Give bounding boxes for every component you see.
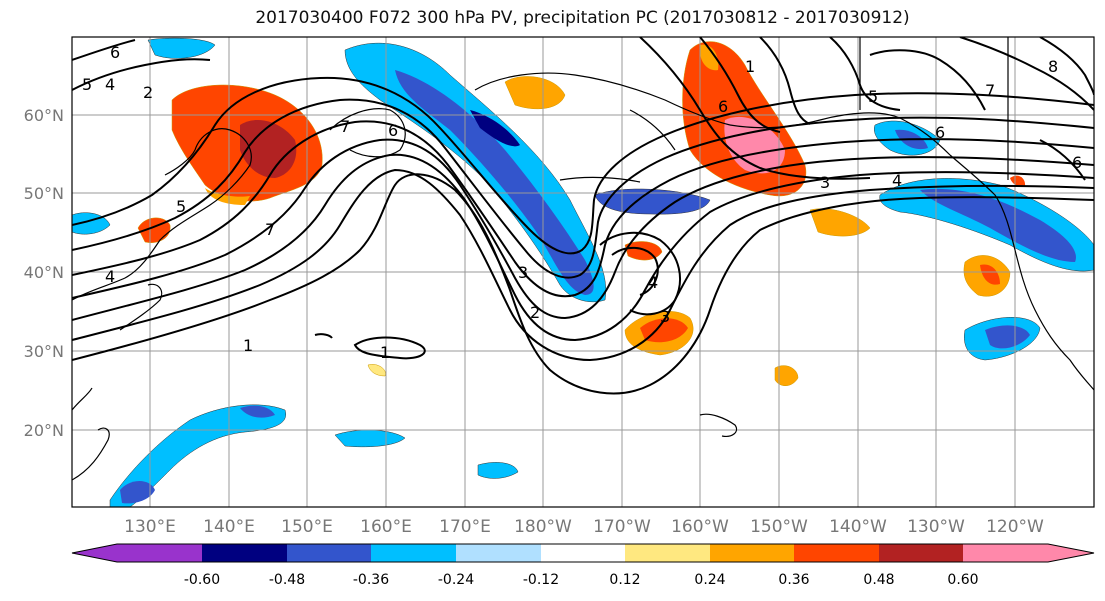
lon-label: 180°W — [514, 517, 572, 537]
colorbar-segment — [287, 544, 371, 562]
lon-label: 140°E — [203, 517, 255, 537]
colorbar-tick-label: 0.60 — [947, 572, 978, 588]
contour-label: 4 — [892, 171, 902, 190]
precip-positive-area — [809, 208, 871, 237]
precip-positive-area — [724, 116, 785, 174]
precip-negative-area — [395, 70, 594, 295]
precip-positive-area — [640, 318, 688, 343]
pv-contours — [72, 37, 1094, 395]
lon-label: 140°W — [829, 517, 887, 537]
colorbar-segment — [456, 544, 541, 562]
lat-label: 30°N — [24, 342, 64, 361]
lat-label: 20°N — [24, 421, 64, 440]
contour-label: 5 — [82, 75, 92, 94]
figure-title: 2017030400 F072 300 hPa PV, precipitatio… — [255, 8, 910, 28]
colorbar-tick-label: 0.24 — [694, 572, 725, 588]
colorbar-tick-label: -0.12 — [523, 572, 559, 588]
contour-label: 1 — [745, 57, 755, 76]
lon-label: 170°E — [439, 517, 491, 537]
precip-positive-area — [205, 188, 250, 205]
colorbar-tick-label: 0.36 — [778, 572, 809, 588]
lat-label: 50°N — [24, 184, 64, 203]
colorbar-segment — [963, 544, 1048, 562]
contour-label: 1 — [243, 336, 253, 355]
precip-negative-area — [334, 429, 406, 448]
lat-label: 60°N — [24, 106, 64, 125]
graticule — [72, 37, 1094, 507]
precip-negative-area — [477, 462, 519, 479]
contour-label: 4 — [648, 273, 658, 292]
lon-label: 150°E — [281, 517, 333, 537]
contour-label: 7 — [340, 117, 350, 136]
precip-negative-area — [240, 405, 275, 418]
lon-label: 130°W — [907, 517, 965, 537]
colorbar-segment — [117, 544, 202, 562]
longitude-labels: 130°E 140°E 150°E 160°E 170°E 180°W 170°… — [124, 517, 1044, 537]
map-frame — [71, 36, 1095, 508]
precip-positive-area — [367, 364, 386, 377]
latitude-labels: 60°N 50°N 40°N 30°N 20°N — [24, 106, 64, 440]
contour-label: 2 — [143, 83, 153, 102]
colorbar-tick-label: -0.60 — [184, 572, 220, 588]
lon-label: 160°W — [671, 517, 729, 537]
precip-positive-area — [504, 76, 566, 110]
contour-label: 3 — [660, 307, 670, 326]
contour-label: 8 — [1048, 57, 1058, 76]
contour-label: 3 — [518, 263, 528, 282]
contour-label: 5 — [868, 87, 878, 106]
contour-label: 4 — [105, 267, 115, 286]
contour-label: 4 — [105, 75, 115, 94]
colorbar-segment — [710, 544, 794, 562]
precipitation-shading — [72, 37, 1094, 507]
colorbar: -0.60 -0.48 -0.36 -0.24 -0.12 0.12 0.24 … — [71, 543, 1095, 588]
precip-negative-area — [470, 110, 520, 147]
lon-label: 170°W — [593, 517, 651, 537]
precip-positive-area — [1010, 175, 1026, 187]
colorbar-extend-high — [1048, 544, 1094, 562]
precip-positive-area — [699, 44, 719, 71]
coastlines — [72, 37, 1094, 481]
contour-label: 5 — [176, 197, 186, 216]
precip-negative-area — [985, 325, 1030, 349]
contour-label: 6 — [110, 43, 120, 62]
pv-contour-labels: 1 1 2 2 3 3 4 4 4 5 5 5 6 6 6 6 6 7 7 7 … — [82, 43, 1082, 362]
colorbar-tick-label: 0.48 — [863, 572, 894, 588]
precip-negative-area — [594, 188, 711, 215]
map-plot-area: 1 1 2 2 3 3 4 4 4 5 5 5 6 6 6 6 6 7 7 7 … — [72, 37, 1094, 507]
colorbar-tick-label: -0.24 — [438, 572, 474, 588]
colorbar-segment — [371, 544, 456, 562]
contour-label: 6 — [388, 121, 398, 140]
colorbar-segment — [541, 544, 625, 562]
precip-positive-area — [240, 120, 297, 178]
lon-label: 160°E — [360, 517, 412, 537]
lon-label: 130°E — [124, 517, 176, 537]
colorbar-segment — [202, 544, 287, 562]
colorbar-extend-low — [72, 544, 117, 562]
colorbar-segment — [879, 544, 963, 562]
colorbar-outline — [71, 543, 1095, 563]
lon-label: 150°W — [750, 517, 808, 537]
contour-label: 6 — [718, 97, 728, 116]
precip-negative-area — [920, 188, 1076, 262]
contour-label: 3 — [820, 173, 830, 192]
contour-label: 7 — [265, 220, 275, 239]
contour-label: 2 — [530, 303, 540, 322]
contour-label: 1 — [380, 343, 390, 362]
precip-negative-area — [120, 481, 155, 504]
lon-label: 120°W — [986, 517, 1044, 537]
colorbar-tick-label: -0.48 — [269, 572, 305, 588]
contour-label: 6 — [1072, 153, 1082, 172]
colorbar-tick-label: -0.36 — [353, 572, 389, 588]
colorbar-segment — [794, 544, 879, 562]
contour-label: 6 — [935, 123, 945, 142]
colorbar-tick-label: 0.12 — [609, 572, 640, 588]
lat-label: 40°N — [24, 263, 64, 282]
precip-positive-area — [980, 264, 1000, 285]
precip-negative-area — [147, 37, 216, 59]
contour-label: 7 — [985, 81, 995, 100]
colorbar-segment — [625, 544, 710, 562]
